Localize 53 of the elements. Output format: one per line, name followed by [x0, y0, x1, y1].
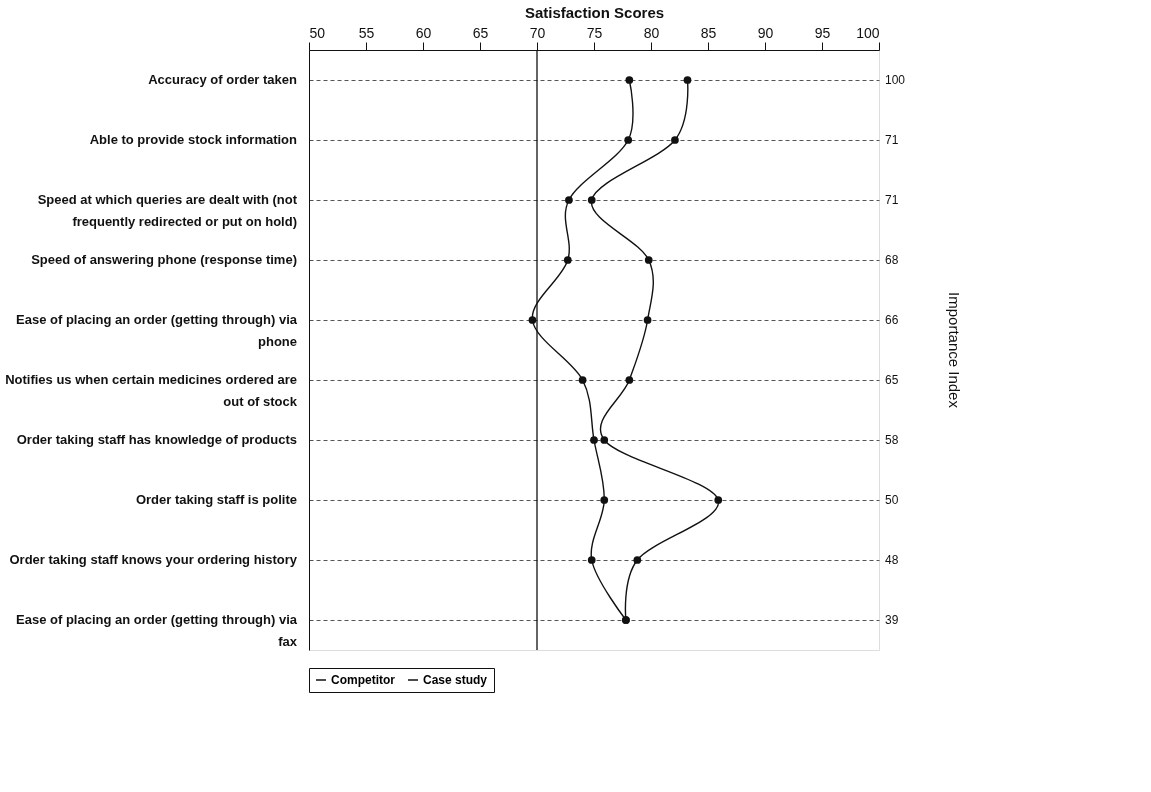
x-tick-label: 100 [856, 24, 880, 41]
point [625, 376, 634, 384]
x-tick-label: 75 [586, 24, 603, 41]
x-tick-label: 65 [472, 24, 489, 41]
y2-tick-label: 71 [885, 133, 899, 147]
y-tick-label: Order taking staff is polite [135, 492, 297, 507]
y-tick-label: Order taking staff has knowledge of products [16, 432, 297, 447]
y-tick-label: Order taking staff knows your ordering history [9, 552, 298, 567]
y2-tick-label: 65 [885, 373, 899, 387]
point [528, 316, 537, 324]
point [671, 136, 679, 144]
legend-label: Case study [423, 673, 488, 687]
point [644, 256, 653, 264]
y2-tick-label: 66 [885, 313, 899, 327]
point [643, 316, 652, 324]
y-tick-label: Accuracy of order taken [148, 72, 298, 87]
y-tick-label: Speed at which queries are dealt with (not frequently redirected or put on hold) [37, 192, 298, 229]
y-tick-label: Ease of placing an order (getting through) via fax [16, 612, 298, 649]
y2-tick-label: 50 [885, 493, 899, 507]
y2-tick-label: 58 [885, 433, 899, 447]
x-tick-label: 80 [643, 24, 660, 41]
x-tick-label: 50 [309, 24, 326, 41]
y-tick-label: Able to provide stock information [89, 132, 298, 147]
point [714, 496, 723, 504]
point [600, 496, 609, 504]
y2-tick-label: 71 [885, 193, 899, 207]
point [578, 376, 587, 384]
x-tick-label: 70 [529, 24, 546, 41]
y2-tick-label: 68 [885, 253, 899, 267]
y-tick-label: Speed of answering phone (response time) [31, 252, 297, 267]
point [625, 76, 634, 84]
point [563, 256, 572, 264]
point [624, 136, 633, 144]
point [600, 436, 609, 444]
point [587, 556, 596, 564]
point [590, 436, 598, 444]
y-tick-label: Notifies us when certain medicines ordered are out of stock [5, 372, 298, 409]
legend-label: Competitor [331, 673, 396, 687]
y2-tick-label: 39 [885, 613, 899, 627]
y2-axis-title: Importance Index [946, 292, 963, 409]
x-tick-label: 90 [757, 24, 774, 41]
x-tick-label: 55 [358, 24, 375, 41]
point [565, 196, 573, 204]
x-axis-title: Satisfaction Scores [524, 3, 665, 21]
y2-tick-label: 100 [885, 73, 906, 87]
point [587, 196, 596, 204]
y2-tick-label: 48 [885, 553, 899, 567]
x-tick-label: 60 [415, 24, 432, 41]
point [683, 76, 692, 84]
x-tick-label: 85 [700, 24, 717, 41]
point [633, 556, 642, 564]
x-tick-label: 95 [814, 24, 831, 41]
y-tick-label: Ease of placing an order (getting through) via phone [16, 312, 298, 349]
